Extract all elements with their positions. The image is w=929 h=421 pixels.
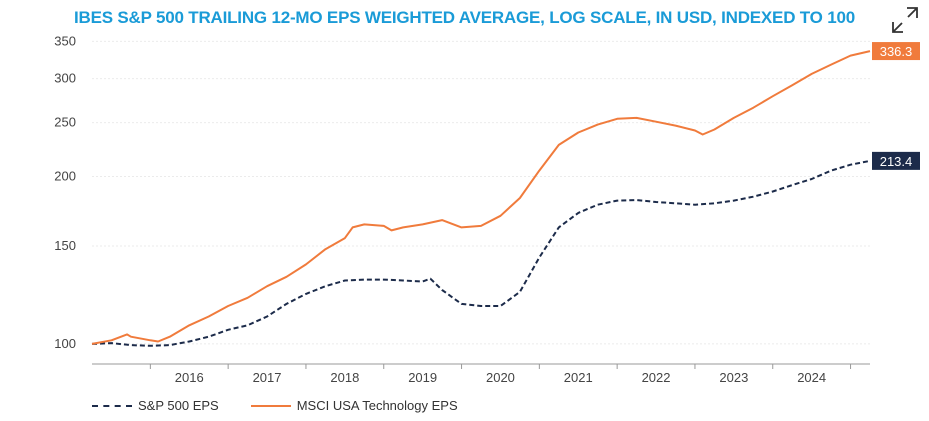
y-tick-label: 200 [54,169,76,184]
x-tick-label: 2023 [719,370,748,385]
x-tick-label: 2018 [330,370,359,385]
end-label-bg-sp500 [872,151,920,170]
axes: 100 150 200 250 300 350 2016 2017 2018 2019 2020 20… [54,33,870,385]
expand-button[interactable] [881,0,929,44]
end-labels: 213.4 336.3 [872,42,920,170]
y-tick-label: 100 [54,336,76,351]
x-tick-label: 2016 [175,370,204,385]
series-line-tech [91,50,871,345]
end-label-tech: 336.3 [880,44,913,59]
y-tick-label: 250 [54,115,76,130]
end-label-sp500: 213.4 [880,154,913,169]
x-tick-label: 2021 [564,370,593,385]
legend-label-sp500: S&P 500 EPS [138,398,219,413]
legend-item-tech: MSCI USA Technology EPS [250,398,458,413]
chart-title: IBES S&P 500 TRAILING 12-MO EPS WEIGHTED… [74,8,855,27]
legend-item-sp500: S&P 500 EPS [92,398,219,413]
x-tick-label: 2022 [642,370,671,385]
series-line-sp500 [91,159,871,347]
x-tick-label: 2024 [797,370,826,385]
legend-swatch-sp500 [92,404,132,407]
x-tick-label: 2020 [486,370,515,385]
legend-swatch-tech [250,404,291,407]
expand-icon [890,5,920,40]
legend: S&P 500 EPS MSCI USA Technology EPS [92,398,458,413]
legend-label-tech: MSCI USA Technology EPS [296,398,458,413]
x-tick-label: 2019 [408,370,437,385]
end-label-bg-tech [872,42,920,61]
y-tick-label: 300 [54,71,76,86]
x-tick-label: 2017 [253,370,282,385]
y-tick-label: 150 [54,238,76,253]
y-tick-label: 350 [54,33,76,48]
series-lines [91,50,871,347]
grid-lines [92,40,870,345]
